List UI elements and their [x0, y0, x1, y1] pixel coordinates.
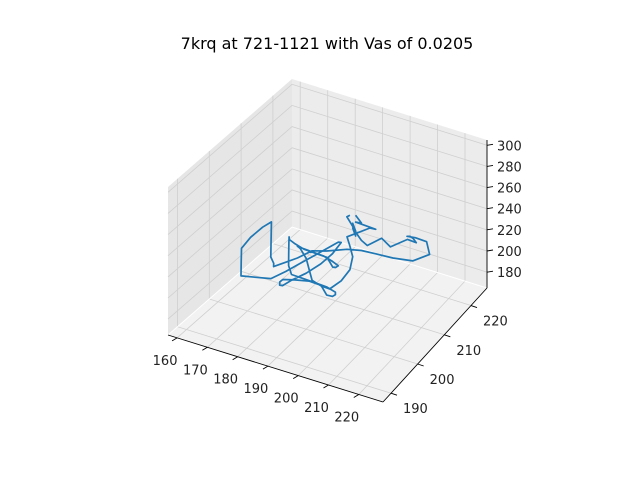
z-gridline: [167, 104, 488, 214]
x-axis-line: [167, 334, 384, 403]
z-tick-label: 300: [497, 139, 522, 154]
x-tick-label: 170: [183, 363, 208, 378]
z-tick-label: 200: [497, 245, 522, 260]
y-tick-mark: [417, 363, 424, 367]
chart-title: 7krq at 721-1121 with Vas of 0.0205: [181, 34, 474, 53]
z-tick-mark: [486, 228, 494, 231]
y-tick-label: 220: [483, 315, 508, 330]
z-tick-mark: [486, 186, 494, 189]
z-tick-mark: [486, 207, 494, 210]
z-gridline: [167, 83, 488, 193]
series-line: [240, 214, 431, 298]
y-tick-label: 190: [403, 402, 428, 417]
y-tick-mark: [470, 305, 478, 308]
z-tick-label: 220: [497, 224, 522, 239]
y-tick-mark: [444, 334, 451, 338]
z-gridline: [167, 189, 488, 299]
x-tick-label: 180: [213, 373, 238, 388]
axes-edges: [167, 140, 488, 403]
x-tick-label: 220: [334, 410, 359, 425]
z-tick-mark: [486, 249, 494, 252]
x-tick-mark: [171, 337, 178, 342]
x-tick-mark: [202, 346, 208, 351]
x-tick-label: 160: [153, 354, 178, 369]
z-gridline: [167, 168, 488, 278]
z-tick-mark: [486, 164, 494, 167]
y-tick-mark: [390, 392, 398, 396]
z-tick-label: 260: [497, 182, 522, 197]
z-tick-mark: [486, 143, 494, 146]
z-tick-label: 180: [497, 266, 522, 281]
x-tick-label: 210: [304, 401, 329, 416]
z-gridline: [167, 210, 488, 320]
z-tick-label: 240: [497, 203, 522, 218]
x-tick-label: 190: [244, 382, 269, 397]
y-tick-label: 200: [430, 373, 455, 388]
y-tick-label: 210: [456, 344, 481, 359]
z-tick-mark: [486, 270, 494, 273]
floor-pane: [168, 227, 487, 402]
z-tick-label: 280: [497, 160, 522, 175]
x-tick-label: 200: [274, 392, 299, 407]
x-tick-mark: [323, 384, 329, 389]
axes-ticks: 1601701801902002102201902002102201802002…: [153, 139, 522, 425]
z-gridline: [167, 147, 488, 257]
x-tick-mark: [262, 365, 269, 370]
x-tick-mark: [232, 356, 238, 361]
z-gridline: [167, 126, 488, 235]
x-tick-mark: [292, 375, 299, 379]
series-layer: [240, 214, 431, 298]
x-tick-mark: [353, 394, 360, 398]
y-axis-line: [382, 287, 488, 403]
